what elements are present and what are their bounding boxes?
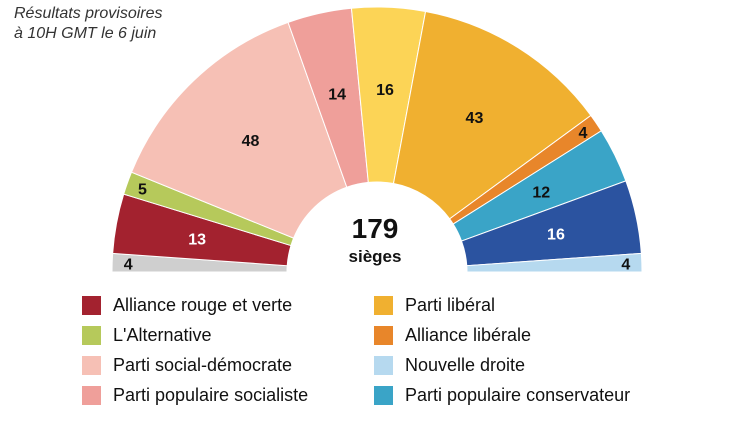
legend-swatch [82, 356, 101, 375]
legend-label: Parti populaire conservateur [405, 385, 631, 405]
legend-swatch [374, 356, 393, 375]
legend-swatch [82, 386, 101, 405]
subtitle-line-2: à 10H GMT le 6 juin [14, 25, 157, 42]
slice-value-4: 14 [328, 86, 346, 103]
legend-item: Parti populaire socialiste [82, 385, 308, 406]
slice-value-0: 4 [124, 256, 133, 273]
legend-label: Parti populaire socialiste [113, 385, 309, 405]
legend-label: Nouvelle droite [405, 355, 526, 375]
legend-item: Parti social-démocrate [82, 355, 292, 376]
legend-item: Alliance libérale [374, 325, 531, 346]
subtitle-line-1: Résultats provisoires [14, 5, 163, 22]
legend-label: Alliance libérale [405, 325, 532, 345]
legend-label: L'Alternative [113, 325, 212, 345]
slice-value-9: 16 [547, 227, 565, 244]
legend-item: Nouvelle droite [374, 355, 525, 376]
legend-label: Parti libéral [405, 295, 496, 315]
legend-item: Parti libéral [374, 295, 495, 316]
legend-label: Alliance rouge et verte [113, 295, 293, 315]
slice-value-5: 16 [376, 82, 394, 99]
slice-value-1: 13 [188, 231, 206, 248]
legend-swatch [374, 386, 393, 405]
total-seats: 179 [352, 213, 399, 244]
legend-swatch [82, 326, 101, 345]
slice-value-8: 12 [532, 184, 550, 201]
chart-subtitle: Résultats provisoires à 10H GMT le 6 jui… [14, 4, 163, 44]
legend-item: Alliance rouge et verte [82, 295, 292, 316]
chart-labels: 4 13 5 48 14 16 43 4 12 16 4 [124, 82, 631, 273]
slice-value-10: 4 [621, 256, 630, 273]
legend-item: Parti populaire conservateur [374, 385, 630, 406]
slice-value-6: 43 [466, 110, 484, 127]
slice-value-7: 4 [579, 125, 588, 142]
slice-6 [392, 10, 592, 220]
legend-label: Parti social-démocrate [113, 355, 293, 375]
slice-value-3: 48 [242, 133, 260, 150]
slice-3 [130, 21, 348, 239]
seats-unit: sièges [349, 247, 402, 266]
slice-value-2: 5 [138, 181, 147, 198]
legend-swatch [374, 326, 393, 345]
legend-item: L'Alternative [82, 325, 212, 346]
legend-swatch [82, 296, 101, 315]
legend-swatch [374, 296, 393, 315]
slice-10 [466, 252, 643, 273]
chart-slices [111, 6, 643, 273]
